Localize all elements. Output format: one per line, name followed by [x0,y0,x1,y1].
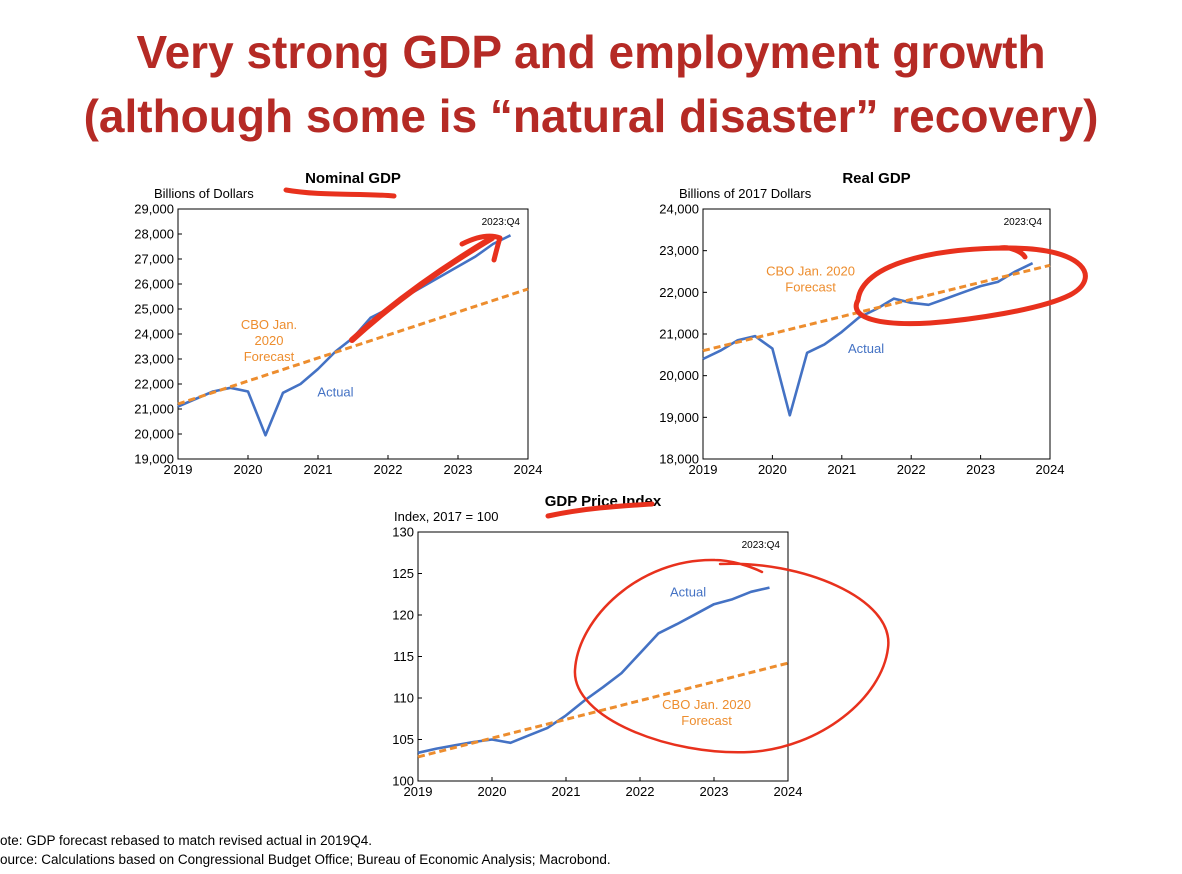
y-tick-label: 18,000 [659,452,699,467]
y-tick-label: 27,000 [134,252,174,267]
y-tick-label: 19,000 [134,452,174,467]
y-tick-label: 23,000 [134,352,174,367]
forecast-series-label: CBO Jan. 2020 Forecast [241,317,297,364]
x-tick-label: 2024 [514,462,543,477]
arrowhead-mark [459,233,503,263]
corner-date-label: 2023:Q4 [1004,217,1043,228]
slide-title-line-1: Very strong GDP and employment growth [136,26,1046,78]
y-tick-label: 115 [393,649,414,664]
y-tick-label: 100 [392,774,414,789]
trend-arrow-mark [349,235,495,343]
x-tick-label: 2023 [700,784,729,799]
x-tick-label: 2019 [164,462,193,477]
forecast-series-label: CBO Jan. 2020 Forecast [662,697,751,728]
actual-series-label: Actual [670,585,706,600]
y-tick-label: 22,000 [659,285,699,300]
real-gdp-chart: Real GDP Billions of 2017 Dollars 18,000 19… [659,170,1088,477]
footnote-source: ource: Calculations based on Congression… [0,852,611,867]
x-tick-label: 2020 [758,462,787,477]
x-tick-label: 2020 [234,462,263,477]
highlight-circle-mark [573,558,890,754]
series-label-line: Forecast [244,349,295,364]
nominal-gdp-chart: Nominal GDP Billions of Dollars 19,000 20,0… [134,170,543,477]
y-tick-label: 120 [392,608,414,623]
title-underline-mark [545,501,655,519]
y-tick-label: 23,000 [659,243,699,258]
x-tick-label: 2022 [626,784,655,799]
highlight-circle-mark [853,245,1088,327]
actual-series-label: Actual [317,385,353,400]
series-label-line: Forecast [785,280,836,295]
x-tick-label: 2024 [774,784,803,799]
x-tick-label: 2019 [404,784,433,799]
corner-date-label: 2023:Q4 [482,217,521,228]
y-tick-label: 130 [392,525,414,540]
x-tick-label: 2022 [897,462,926,477]
actual-line [417,586,770,755]
y-tick-label: 20,000 [659,368,699,383]
y-tick-label: 24,000 [134,327,174,342]
x-tick-label: 2021 [827,462,856,477]
series-label-line: 2020 [255,333,284,348]
forecast-line [417,661,789,759]
x-tick-label: 2023 [966,462,995,477]
y-tick-label: 29,000 [134,202,174,217]
slide-title-line-2: (although some is “natural disaster” rec… [83,90,1099,142]
chart-title: Real GDP [842,170,910,187]
y-tick-label: 19,000 [659,410,699,425]
series-label-line: Actual [670,585,706,600]
title-underline-mark [283,187,397,199]
actual-series-label: Actual [848,341,884,356]
y-tick-label: 21,000 [659,327,699,342]
y-tick-label: 20,000 [134,427,174,442]
actual-line [177,234,512,437]
y-axis-label: Billions of 2017 Dollars [679,186,812,201]
series-label-line: CBO Jan. 2020 [662,697,751,712]
series-label-line: Actual [848,341,884,356]
x-tick-label: 2022 [374,462,403,477]
y-axis-label: Billions of Dollars [154,186,254,201]
footnote-note: ote: GDP forecast rebased to match revis… [0,833,372,848]
forecast-series-label: CBO Jan. 2020 Forecast [766,264,855,295]
x-tick-label: 2021 [552,784,581,799]
y-axis-label: Index, 2017 = 100 [394,509,498,524]
y-tick-label: 110 [393,691,414,706]
y-tick-label: 24,000 [659,202,699,217]
series-label-line: CBO Jan. [241,317,297,332]
x-tick-label: 2023 [444,462,473,477]
forecast-line [177,287,529,406]
x-tick-label: 2024 [1036,462,1065,477]
x-tick-label: 2021 [304,462,333,477]
y-tick-label: 22,000 [134,377,174,392]
y-tick-label: 25,000 [134,302,174,317]
series-label-line: Forecast [681,713,732,728]
chart-title: Nominal GDP [305,170,401,187]
y-tick-label: 21,000 [134,402,174,417]
x-tick-label: 2020 [478,784,507,799]
series-label-line: CBO Jan. 2020 [766,264,855,279]
y-tick-label: 125 [392,566,414,581]
y-tick-label: 28,000 [134,227,174,242]
corner-date-label: 2023:Q4 [742,540,781,551]
y-tick-label: 26,000 [134,277,174,292]
x-tick-label: 2019 [689,462,718,477]
forecast-line [702,263,1051,353]
series-label-line: Actual [317,385,353,400]
y-tick-label: 105 [392,732,414,747]
